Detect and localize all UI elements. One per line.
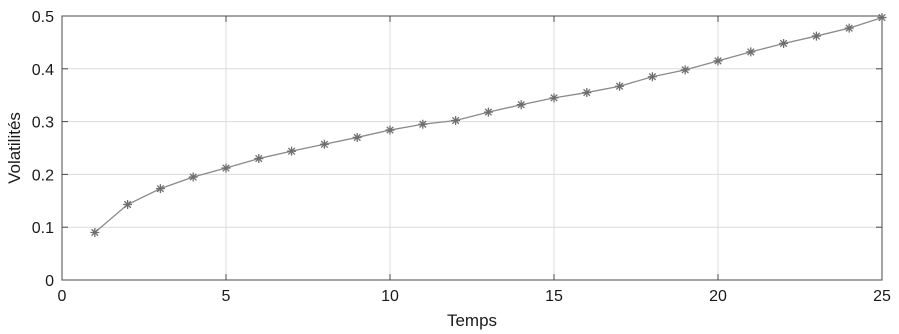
data-point-marker <box>385 125 395 135</box>
asterisk-marker <box>221 163 231 173</box>
asterisk-marker <box>155 184 165 194</box>
data-point-marker <box>221 163 231 173</box>
y-tick-label: 0.5 <box>32 9 54 26</box>
data-point-marker <box>188 172 198 182</box>
asterisk-marker <box>779 38 789 48</box>
asterisk-marker <box>385 125 395 135</box>
asterisk-marker <box>746 47 756 57</box>
asterisk-marker <box>319 139 329 149</box>
data-point-marker <box>549 93 559 103</box>
y-tick-label: 0 <box>45 273 54 290</box>
asterisk-marker <box>811 31 821 41</box>
data-point-marker <box>582 88 592 98</box>
asterisk-marker <box>844 23 854 33</box>
data-point-marker <box>483 107 493 117</box>
axis-ticks: 0 5 10 15 20 25 0 0.1 0.2 0.3 0.4 0.5 <box>32 9 891 305</box>
asterisk-marker <box>713 56 723 66</box>
x-tick-label: 0 <box>58 288 67 305</box>
data-point-marker <box>811 31 821 41</box>
asterisk-marker <box>680 65 690 75</box>
data-point-marker <box>680 65 690 75</box>
data-point-marker <box>779 38 789 48</box>
data-series <box>90 13 887 237</box>
grid-lines <box>61 15 883 281</box>
asterisk-marker <box>647 72 657 82</box>
asterisk-marker <box>188 172 198 182</box>
asterisk-marker <box>352 132 362 142</box>
asterisk-marker <box>615 81 625 91</box>
x-tick-label: 15 <box>545 288 563 305</box>
data-point-marker <box>123 199 133 209</box>
asterisk-marker <box>287 146 297 156</box>
data-point-marker <box>516 100 526 110</box>
x-tick-label: 5 <box>222 288 231 305</box>
x-tick-label: 25 <box>873 288 891 305</box>
x-tick-label: 10 <box>381 288 399 305</box>
asterisk-marker <box>516 100 526 110</box>
asterisk-marker <box>549 93 559 103</box>
data-point-marker <box>254 154 264 164</box>
data-point-marker <box>746 47 756 57</box>
data-point-marker <box>844 23 854 33</box>
series-line <box>94 16 883 233</box>
asterisk-marker <box>451 116 461 126</box>
data-point-marker <box>418 119 428 129</box>
data-point-marker <box>90 227 100 237</box>
asterisk-marker <box>877 13 887 23</box>
asterisk-marker <box>123 199 133 209</box>
asterisk-marker <box>254 154 264 164</box>
y-tick-label: 0.4 <box>32 62 54 79</box>
data-point-marker <box>615 81 625 91</box>
data-point-marker <box>713 56 723 66</box>
asterisk-marker <box>483 107 493 117</box>
x-axis-label: Temps <box>447 311 497 330</box>
asterisk-marker <box>582 88 592 98</box>
data-point-marker <box>287 146 297 156</box>
y-tick-label: 0.2 <box>32 167 54 184</box>
data-point-marker <box>877 13 887 23</box>
asterisk-marker <box>90 227 100 237</box>
data-point-marker <box>352 132 362 142</box>
y-axis-label: Volatilités <box>5 112 24 184</box>
asterisk-marker <box>418 119 428 129</box>
y-tick-label: 0.1 <box>32 220 54 237</box>
data-point-marker <box>451 116 461 126</box>
data-point-marker <box>647 72 657 82</box>
y-tick-label: 0.3 <box>32 115 54 132</box>
data-point-marker <box>155 184 165 194</box>
x-tick-label: 20 <box>709 288 727 305</box>
data-point-marker <box>319 139 329 149</box>
plot-area-frame <box>61 15 883 281</box>
